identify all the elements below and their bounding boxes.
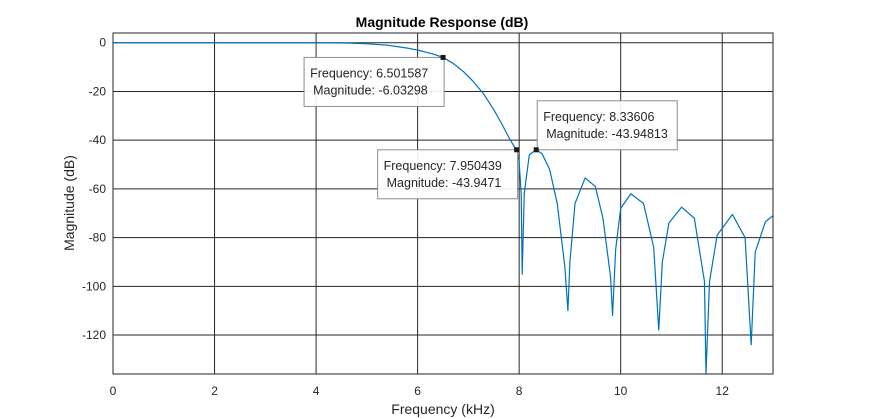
datatip-magnitude-row: Magnitude: -6.03298: [313, 83, 428, 97]
datatip[interactable]: Frequency: 7.950439 Magnitude: -43.9471: [377, 147, 520, 200]
datatip-magnitude-value: -43.9471: [452, 176, 501, 190]
datatip-box: [536, 100, 678, 151]
x-tick-label: 0: [110, 384, 117, 398]
datatip-magnitude-value: -43.94813: [612, 127, 668, 141]
datatip-frequency-row: Frequency: 7.950439: [384, 159, 502, 173]
magnitude-series-line[interactable]: [113, 42, 773, 374]
x-tick-label: 10: [614, 384, 628, 398]
y-tick-label: 0: [99, 36, 106, 50]
y-tick-labels: 0 -20 -40 -60 -80 -100 -120: [82, 36, 106, 342]
datatip-frequency-label: Frequency:: [310, 66, 376, 80]
datatip-frequency-value: 8.33606: [609, 110, 654, 124]
datatip-box: [303, 56, 445, 107]
datatip-marker[interactable]: [440, 54, 446, 60]
datatip-frequency-row: Frequency: 6.501587: [310, 66, 428, 80]
datatip-frequency-label: Frequency:: [543, 110, 609, 124]
x-axis-title: Frequency (kHz): [391, 401, 494, 417]
datatip-frequency-value: 7.950439: [450, 159, 502, 173]
x-tick-label: 2: [211, 384, 218, 398]
datatip-magnitude-label: Magnitude:: [313, 83, 378, 97]
datatip-magnitude-row: Magnitude: -43.94813: [546, 127, 668, 141]
axes-frame: [112, 32, 774, 375]
datatip-frequency-row: Frequency: 8.33606: [543, 110, 654, 124]
y-tick-label: -20: [89, 84, 107, 98]
x-tick-labels: 0 2 4 6 8 10 12: [110, 384, 730, 398]
datatip-marker[interactable]: [514, 147, 520, 153]
series-layer: [113, 42, 773, 374]
x-tick-label: 4: [313, 384, 320, 398]
y-axis-title: Magnitude (dB): [61, 155, 77, 251]
datatip-frequency-value: 6.501587: [376, 66, 428, 80]
datatip-marker[interactable]: [533, 147, 539, 153]
datatip-frequency-label: Frequency:: [384, 159, 450, 173]
x-tick-label: 6: [414, 384, 421, 398]
datatip[interactable]: Frequency: 6.501587 Magnitude: -6.03298: [303, 54, 446, 107]
datatip-magnitude-row: Magnitude: -43.9471: [387, 176, 502, 190]
datatip-box: [377, 149, 519, 200]
datatip-magnitude-value: -6.03298: [378, 83, 427, 97]
datatip-magnitude-label: Magnitude:: [546, 127, 611, 141]
y-tick-label: -120: [82, 328, 106, 342]
x-tick-label: 12: [716, 384, 730, 398]
datatip-magnitude-label: Magnitude:: [387, 176, 452, 190]
y-tick-label: -100: [82, 279, 106, 293]
y-tick-label: -60: [89, 182, 107, 196]
chart-title: Magnitude Response (dB): [356, 14, 529, 30]
x-tick-label: 8: [516, 384, 523, 398]
datatip[interactable]: Frequency: 8.33606 Magnitude: -43.94813: [533, 100, 678, 153]
y-tick-label: -40: [89, 133, 107, 147]
y-tick-label: -80: [89, 231, 107, 245]
